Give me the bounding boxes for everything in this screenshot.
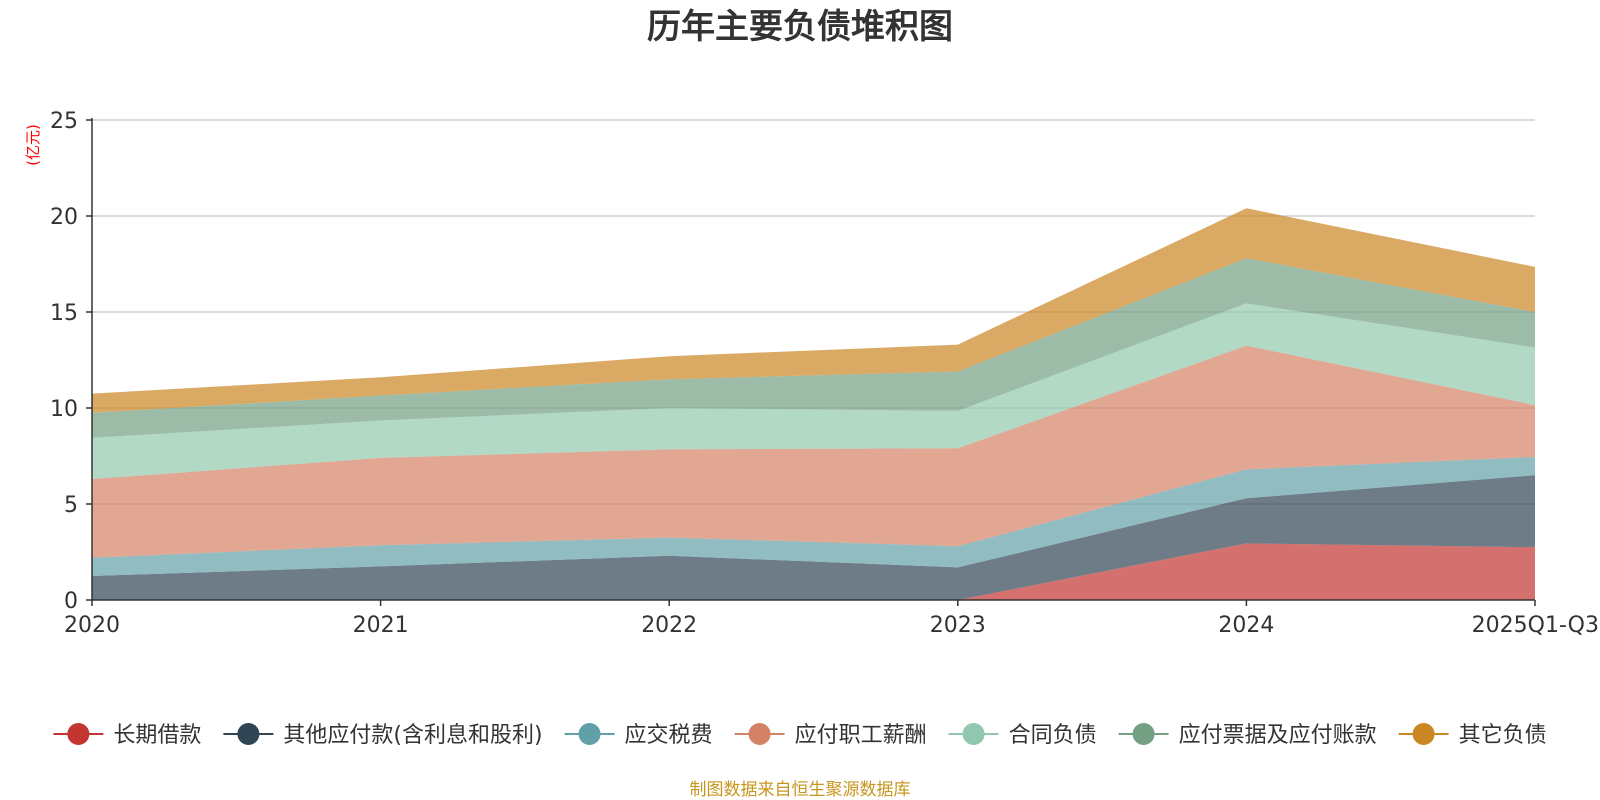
legend-marker [67,723,90,745]
y-tick-label: 10 [50,397,78,422]
y-tick-label: 15 [50,301,78,326]
legend-marker [748,723,771,745]
legend-label: 应交税费 [625,723,713,748]
legend-label: 合同负债 [1009,723,1097,748]
area-series-5 [92,258,1535,438]
y-axis-label: (亿元) [24,124,42,166]
y-tick-label: 25 [50,109,78,134]
y-tick-label: 20 [50,205,78,230]
area-series-4 [92,303,1535,479]
y-tick-label: 0 [64,589,78,614]
legend-marker [1132,723,1155,745]
legend-marker [962,723,985,745]
x-tick-label: 2023 [930,613,986,638]
legend: 长期借款 其他应付款(含利息和股利) 应交税费 应付职工薪酬 合同负债 应付票据及应付账款… [53,723,1547,748]
x-tick-label: 2021 [353,613,409,638]
area-series-0 [92,543,1535,600]
area-series [92,208,1535,600]
area-series-2 [92,457,1535,576]
x-tick-label: 2024 [1218,613,1274,638]
y-tick-label: 5 [64,493,78,518]
legend-label: 应付票据及应付账款 [1179,723,1377,748]
legend-item-4[interactable]: 合同负债 [948,723,1097,748]
axes: 0 5 10 15 20 25 2020 2021 2022 2023 2024 2025Q1-Q3 [50,109,1599,638]
x-tick-label: 2020 [64,613,120,638]
legend-item-0[interactable]: 长期借款 [53,723,201,748]
legend-label: 长期借款 [113,723,201,748]
legend-label: 其他应付款(含利息和股利) [283,723,542,748]
legend-item-2[interactable]: 应交税费 [564,723,713,748]
x-tick-label: 2025Q1-Q3 [1472,613,1599,638]
area-series-1 [92,475,1535,600]
legend-item-6[interactable]: 其它负债 [1398,723,1547,748]
legend-item-3[interactable]: 应付职工薪酬 [734,723,927,748]
legend-marker [1412,723,1435,745]
legend-marker [237,723,260,745]
legend-label: 其它负债 [1459,723,1547,748]
area-series-6 [92,208,1535,413]
legend-item-5[interactable]: 应付票据及应付账款 [1118,723,1377,748]
legend-marker [578,723,601,745]
area-series-3 [92,345,1535,558]
legend-label: 应付职工薪酬 [795,723,927,748]
source-note: 制图数据来自恒生聚源数据库 [690,780,911,800]
chart-title: 历年主要负债堆积图 [647,8,953,46]
x-tick-label: 2022 [641,613,697,638]
legend-item-1[interactable]: 其他应付款(含利息和股利) [223,723,543,748]
